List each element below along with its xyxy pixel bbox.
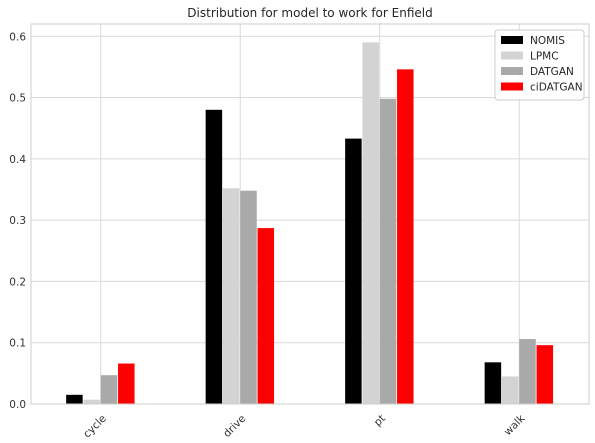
bar-cidatgan-drive <box>257 228 275 404</box>
legend: NOMIS LPMC DATGAN ciDATGAN <box>494 29 585 101</box>
y-tick-label: 0.1 <box>9 338 26 350</box>
bar-lpmc-drive <box>222 188 240 404</box>
y-tick-label: 0.2 <box>9 276 26 288</box>
bar-nomis-walk <box>484 362 502 404</box>
y-tick-label: 0.3 <box>9 215 26 227</box>
y-tick-label: 0.4 <box>9 154 26 166</box>
legend-swatch-datgan <box>501 67 523 75</box>
legend-swatch-cidatgan <box>501 82 523 91</box>
bars-layer <box>66 42 554 405</box>
bar-cidatgan-pt <box>397 69 414 405</box>
bar-nomis-drive <box>205 109 223 404</box>
y-tick-label: 0.0 <box>9 399 26 411</box>
y-tick-label: 0.5 <box>9 93 26 105</box>
bar-datgan-drive <box>240 190 257 404</box>
bar-lpmc-walk <box>501 376 519 404</box>
bar-datgan-walk <box>519 339 536 404</box>
bar-datgan-pt <box>379 98 397 404</box>
bar-nomis-cycle <box>66 394 83 404</box>
legend-label-datgan: DATGAN <box>530 66 574 78</box>
bar-cidatgan-walk <box>536 345 554 404</box>
legend-label-nomis: NOMIS <box>530 35 565 47</box>
plot-frame <box>30 23 590 405</box>
bar-nomis-pt <box>345 138 362 404</box>
bar-lpmc-pt <box>362 42 379 405</box>
legend-swatch-nomis <box>501 36 523 44</box>
y-axis: 0.0 0.1 0.2 0.3 0.4 0.5 0.6 <box>9 31 26 411</box>
y-tick-label: 0.6 <box>9 31 26 43</box>
bar-lpmc-cycle <box>83 399 100 404</box>
bar-datgan-cycle <box>100 375 118 404</box>
chart-title: Distribution for model to work for Enfie… <box>187 6 432 20</box>
legend-label-lpmc: LPMC <box>530 51 559 63</box>
legend-swatch-lpmc <box>501 51 523 60</box>
bar-cidatgan-cycle <box>118 363 135 404</box>
legend-label-cidatgan: ciDATGAN <box>530 82 583 94</box>
